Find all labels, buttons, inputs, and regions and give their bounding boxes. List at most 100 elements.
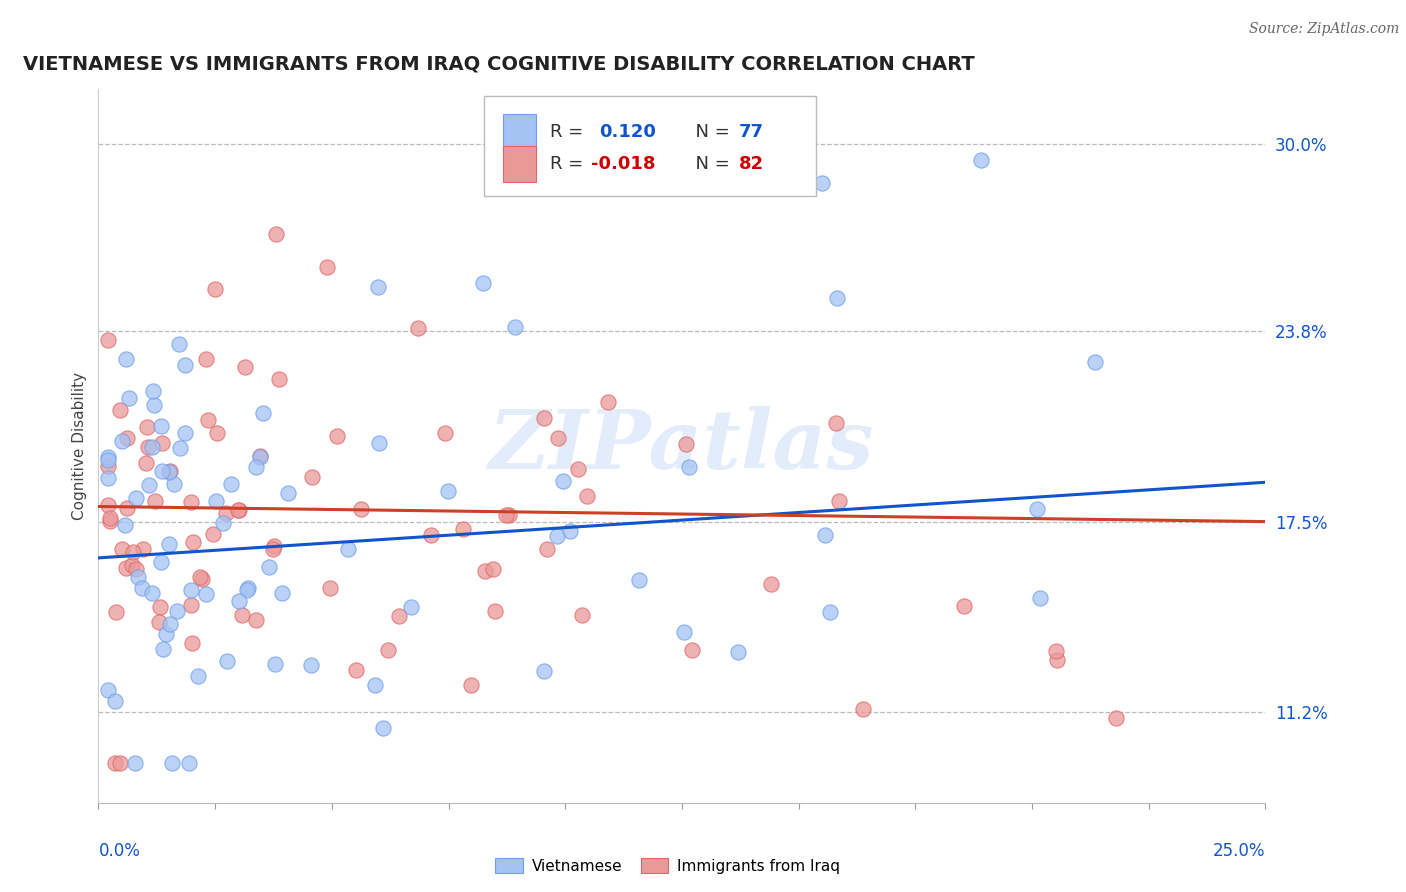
Point (228, 503, 250, 517)
Point (245, 460, 267, 475)
Point (150, 436, 173, 450)
Point (264, 227, 287, 242)
Point (1045, 644, 1067, 658)
Point (143, 398, 166, 412)
Point (249, 449, 271, 463)
Point (420, 527, 443, 541)
Point (627, 573, 650, 587)
Point (183, 535, 205, 549)
Text: Source: ZipAtlas.com: Source: ZipAtlas.com (1249, 22, 1399, 37)
Point (813, 528, 835, 542)
Point (173, 358, 195, 372)
Point (180, 495, 202, 509)
Point (576, 489, 599, 503)
Point (118, 391, 141, 405)
Point (169, 337, 191, 351)
Text: -0.018: -0.018 (591, 155, 655, 173)
Point (235, 359, 257, 374)
Point (177, 756, 200, 771)
Point (533, 410, 555, 425)
Point (1029, 591, 1052, 605)
Point (127, 570, 149, 584)
Point (553, 474, 575, 488)
Point (571, 608, 593, 623)
Point (249, 450, 271, 464)
Y-axis label: Cognitive Disability: Cognitive Disability (72, 372, 87, 520)
Point (1084, 355, 1107, 369)
Point (141, 440, 163, 454)
Point (152, 464, 174, 478)
Point (226, 503, 249, 517)
Point (472, 276, 495, 290)
Text: N =: N = (685, 155, 735, 173)
Point (495, 508, 517, 522)
Text: R =: R = (550, 155, 589, 173)
Point (105, 605, 128, 619)
Point (148, 615, 170, 629)
Point (825, 416, 848, 430)
Point (125, 562, 148, 576)
Point (132, 541, 155, 556)
Point (460, 678, 482, 692)
Point (157, 465, 180, 479)
Point (142, 384, 165, 399)
Point (364, 678, 387, 692)
Point (122, 545, 145, 559)
Point (195, 351, 218, 366)
Point (1105, 711, 1128, 725)
Point (111, 434, 134, 448)
Point (121, 558, 143, 572)
Point (344, 664, 367, 678)
Point (437, 484, 460, 499)
Point (143, 493, 166, 508)
Point (675, 437, 697, 451)
Point (377, 643, 399, 657)
Point (503, 320, 526, 334)
Point (498, 508, 520, 522)
Point (215, 506, 238, 520)
Point (98, 510, 121, 524)
Text: ZIPatlas: ZIPatlas (489, 406, 875, 486)
Point (231, 608, 253, 623)
FancyBboxPatch shape (484, 96, 815, 196)
Point (97, 450, 120, 465)
Text: 77: 77 (740, 123, 763, 141)
Point (191, 572, 214, 586)
Point (818, 605, 841, 619)
Point (124, 756, 146, 771)
Point (388, 609, 411, 624)
Point (138, 478, 160, 492)
Point (678, 460, 700, 475)
Point (125, 491, 148, 506)
Point (205, 426, 228, 441)
Point (558, 524, 581, 538)
Point (263, 539, 285, 553)
Point (827, 291, 849, 305)
Point (953, 599, 976, 613)
Point (406, 320, 429, 334)
Point (852, 701, 875, 715)
Point (257, 560, 280, 574)
Point (337, 541, 360, 556)
Point (270, 585, 292, 599)
Point (97, 453, 120, 467)
Point (301, 470, 323, 484)
Point (152, 641, 174, 656)
Point (262, 541, 284, 556)
Point (567, 462, 589, 476)
Point (235, 583, 257, 598)
Point (547, 430, 569, 444)
Point (110, 403, 132, 417)
Point (811, 176, 834, 190)
FancyBboxPatch shape (503, 146, 536, 182)
Point (219, 477, 242, 491)
Point (115, 500, 138, 515)
Point (371, 721, 394, 735)
Point (141, 586, 163, 600)
Point (533, 664, 555, 678)
Point (546, 528, 568, 542)
Point (484, 603, 506, 617)
Point (97, 459, 120, 474)
Point (131, 581, 153, 595)
Point (325, 428, 347, 442)
